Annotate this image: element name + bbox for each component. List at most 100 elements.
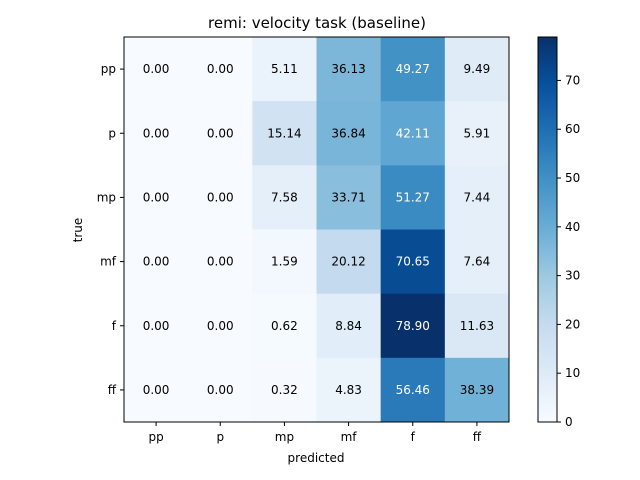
- heatmap-cell: [252, 357, 317, 423]
- heatmap-cell-value: 36.84: [331, 126, 365, 140]
- heatmap-cell: [316, 357, 382, 423]
- heatmap-cell: [444, 293, 510, 359]
- heatmap-cell-value: 9.49: [464, 62, 491, 76]
- heatmap-cell-value: 0.00: [143, 319, 170, 333]
- heatmap-cell-value: 56.46: [396, 383, 430, 397]
- heatmap-cell: [252, 37, 317, 102]
- heatmap-cell-value: 0.00: [207, 62, 234, 76]
- heatmap-cell: [188, 293, 253, 359]
- y-tick-label: pp: [101, 62, 116, 76]
- y-tick-label: p: [108, 126, 116, 140]
- heatmap-cell: [124, 357, 189, 423]
- heatmap-cell-value: 7.44: [464, 190, 491, 204]
- heatmap-cell-value: 20.12: [331, 255, 365, 269]
- heatmap-cell: [444, 357, 510, 423]
- heatmap-cell: [252, 101, 317, 166]
- colorbar-tick-label: 70: [565, 73, 580, 87]
- heatmap-cell: [252, 165, 317, 230]
- heatmap-cell: [316, 229, 382, 295]
- x-axis-label: predicted: [288, 451, 345, 465]
- heatmap-cell-value: 8.84: [335, 319, 362, 333]
- colorbar-gradient: [537, 36, 558, 423]
- heatmap-cell: [380, 165, 446, 230]
- heatmap-cell: [316, 165, 382, 230]
- heatmap-cell: [188, 165, 253, 230]
- heatmap-cell: [380, 101, 446, 166]
- heatmap-cell: [444, 165, 510, 230]
- heatmap-cell-value: 0.62: [271, 319, 298, 333]
- heatmap-cell-value: 49.27: [396, 62, 430, 76]
- heatmap-cell: [252, 293, 317, 359]
- heatmap-cell-value: 0.00: [207, 190, 234, 204]
- heatmap-cell: [252, 229, 317, 295]
- chart-title: remi: velocity task (baseline): [208, 14, 426, 32]
- heatmap-cell: [444, 37, 510, 102]
- heatmap-cell-value: 1.59: [271, 255, 298, 269]
- heatmap-cell: [124, 37, 189, 102]
- x-tick-label: mf: [341, 430, 358, 444]
- heatmap-cell-value: 5.11: [271, 62, 298, 76]
- heatmap-cell: [124, 165, 189, 230]
- colorbar-tick-label: 50: [565, 171, 580, 185]
- heatmap-cell-value: 0.00: [207, 319, 234, 333]
- colorbar-tick-label: 30: [565, 269, 580, 283]
- heatmap-cell-value: 0.00: [143, 62, 170, 76]
- heatmap-cell: [124, 101, 189, 166]
- heatmap-cell-value: 42.11: [396, 126, 430, 140]
- heatmap-cell-value: 36.13: [331, 62, 365, 76]
- y-axis-label: true: [71, 218, 85, 243]
- y-tick-label: ff: [108, 383, 117, 397]
- heatmap-cell-value: 51.27: [396, 190, 430, 204]
- y-tick-label: mf: [100, 255, 117, 269]
- heatmap-cell-value: 7.64: [464, 255, 491, 269]
- heatmap-cell: [444, 229, 510, 295]
- heatmap-cell: [124, 293, 189, 359]
- x-tick-label: mp: [275, 430, 294, 444]
- heatmap-cell-value: 0.00: [207, 255, 234, 269]
- heatmap-cell: [316, 293, 382, 359]
- y-tick-label: f: [112, 319, 117, 333]
- heatmap-cell: [380, 37, 446, 102]
- colorbar-tick-label: 20: [565, 317, 580, 331]
- heatmap-cell-value: 0.00: [207, 383, 234, 397]
- heatmap-cell: [380, 293, 446, 359]
- heatmap-cell-value: 4.83: [335, 383, 362, 397]
- colorbar-tick-label: 60: [565, 122, 580, 136]
- heatmap-cell-value: 33.71: [331, 190, 365, 204]
- heatmap-cell-value: 78.90: [396, 319, 430, 333]
- heatmap-cell-value: 0.00: [207, 126, 234, 140]
- heatmap-cell-labels: 0.00 0.00 5.11 36.13 49.27 9.49 0.00 0.00 15.14 3…: [143, 62, 494, 397]
- heatmap-cell: [316, 101, 382, 166]
- heatmap-cell-value: 38.39: [460, 383, 494, 397]
- heatmap-cell-value: 11.63: [460, 319, 494, 333]
- y-tick-label: mp: [97, 190, 116, 204]
- heatmap-cell: [124, 229, 189, 295]
- heatmap-cell-value: 7.58: [271, 190, 298, 204]
- heatmap-cell: [380, 357, 446, 423]
- x-tick-label: pp: [148, 430, 163, 444]
- heatmap-cell-value: 0.32: [271, 383, 298, 397]
- heatmap-cell-value: 0.00: [143, 190, 170, 204]
- x-tick-label: ff: [473, 430, 482, 444]
- plot-frame: [123, 36, 510, 423]
- colorbar-tick-label: 40: [565, 220, 580, 234]
- x-tick-label: f: [411, 430, 416, 444]
- heatmap-cell: [316, 37, 382, 102]
- heatmap-cell-value: 70.65: [396, 255, 430, 269]
- heatmap-cell: [188, 229, 253, 295]
- heatmap-cell: [188, 37, 253, 102]
- heatmap-cell-value: 0.00: [143, 255, 170, 269]
- heatmap-cell-value: 15.14: [267, 126, 301, 140]
- heatmap-cell: [188, 101, 253, 166]
- colorbar: 0 10 20 30 40 50 60 70: [537, 36, 580, 429]
- heatmap-cell: [444, 101, 510, 166]
- heatmap-cell-value: 0.00: [143, 383, 170, 397]
- heatmap-cells: [124, 37, 510, 423]
- heatmap-cell-value: 5.91: [464, 126, 491, 140]
- heatmap-cell: [380, 229, 446, 295]
- heatmap-cell-value: 0.00: [143, 126, 170, 140]
- x-tick-label: p: [216, 430, 224, 444]
- colorbar-tick-label: 0: [565, 415, 573, 429]
